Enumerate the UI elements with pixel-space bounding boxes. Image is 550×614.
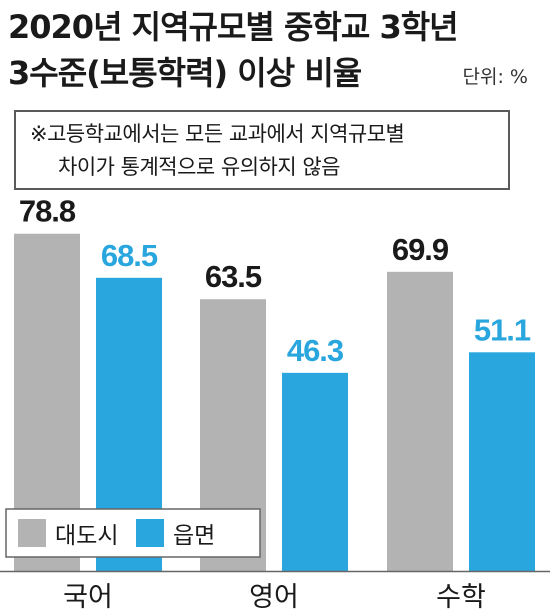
category-label-영어: 영어 [249, 582, 299, 613]
chart-title-line-2: 3수준(보통학력) 이상 비율 [8, 54, 362, 92]
legend-label-대도시: 대도시 [55, 523, 118, 549]
bar-수학-대도시 [387, 271, 453, 571]
bar-영어-읍면 [282, 372, 348, 571]
unit-label: 단위: % [462, 66, 528, 88]
legend-swatch-대도시 [18, 519, 46, 547]
chart-title: 2020년 지역규모별 중학교 3학년 3수준(보통학력) 이상 비율 [8, 4, 459, 96]
data-label-영어-읍면: 46.3 [287, 333, 344, 368]
note-box: ※고등학교에서는 모든 교과에서 지역규모별 차이가 통계적으로 유의하지 않음 [14, 110, 510, 190]
data-label-국어-대도시: 78.8 [19, 194, 76, 229]
data-label-수학-읍면: 51.1 [474, 312, 531, 347]
note-line-2: 차이가 통계적으로 유의하지 않음 [58, 155, 341, 179]
legend-swatch-읍면 [136, 519, 164, 547]
legend-box [5, 508, 261, 558]
chart-title-line-1: 2020년 지역규모별 중학교 3학년 [8, 8, 459, 46]
note-line-1: ※고등학교에서는 모든 교과에서 지역규모별 [30, 122, 405, 146]
category-label-국어: 국어 [63, 582, 113, 613]
data-label-국어-읍면: 68.5 [101, 238, 158, 273]
data-label-영어-대도시: 63.5 [205, 259, 262, 294]
bar-수학-읍면 [469, 352, 535, 571]
data-label-수학-대도시: 69.9 [392, 232, 449, 267]
legend-label-읍면: 읍면 [173, 523, 215, 549]
category-label-수학: 수학 [436, 582, 486, 613]
